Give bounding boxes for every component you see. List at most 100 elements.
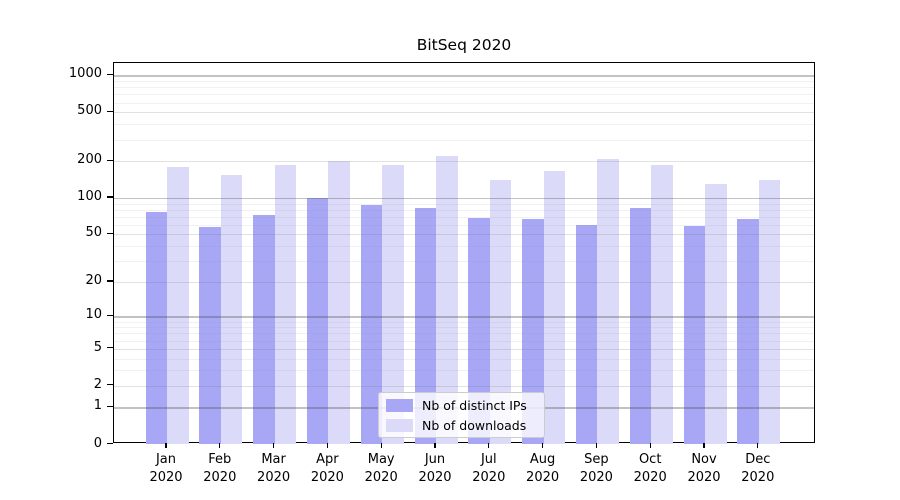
gridline-5	[114, 348, 814, 350]
legend: Nb of distinct IPs Nb of downloads	[378, 392, 545, 438]
x-tick-month: Aug	[529, 452, 556, 467]
x-tick-year: 2020	[149, 469, 183, 485]
y-tick-mark-50	[107, 232, 113, 235]
x-tick-mark-may	[380, 443, 382, 448]
nb-of-downloads-bar-dec	[758, 179, 781, 444]
gridline-600	[114, 102, 814, 104]
nb-of-distinct-ips-bar-jan	[145, 211, 167, 444]
x-tick-label-jun: Jun 2020	[400, 451, 470, 486]
y-tick-mark-0	[107, 442, 113, 445]
nb-of-distinct-ips-bar-feb	[199, 226, 221, 444]
x-tick-label-aug: Aug 2020	[508, 451, 578, 486]
gridline-800	[114, 87, 814, 89]
legend-swatch-nb-of-distinct-ips	[386, 398, 413, 412]
gridline-3	[114, 370, 814, 372]
nb-of-downloads-bar-oct	[651, 165, 673, 444]
nb-of-distinct-ips-bar-nov	[683, 225, 705, 444]
x-tick-year: 2020	[687, 469, 721, 485]
legend-swatch-nb-of-downloads	[386, 418, 413, 432]
y-tick-mark-200	[107, 159, 113, 161]
nb-of-distinct-ips-bar-apr	[306, 197, 329, 444]
gridline-300	[114, 139, 814, 141]
gridline-50	[114, 234, 814, 236]
y-tick-mark-10	[107, 314, 113, 317]
x-tick-label-dec: Dec 2020	[723, 451, 793, 486]
y-tick-label-20: 20	[85, 272, 102, 288]
nb-of-downloads-bar-nov	[705, 184, 727, 444]
x-tick-label-jan: Jan 2020	[131, 451, 201, 486]
x-tick-mark-oct	[649, 443, 651, 448]
nb-of-distinct-ips-bar-may	[360, 204, 383, 444]
y-tick-label-5: 5	[93, 339, 102, 355]
x-tick-mark-nov	[703, 443, 705, 448]
gridline-70	[114, 216, 814, 218]
x-tick-label-apr: Apr 2020	[292, 451, 362, 486]
x-tick-mark-jul	[488, 443, 490, 448]
y-tick-label-1000: 1000	[68, 66, 102, 82]
x-tick-month: Feb	[208, 452, 232, 467]
nb-of-downloads-bar-may	[382, 165, 404, 444]
x-tick-year: 2020	[257, 469, 291, 485]
y-tick-mark-1	[107, 405, 113, 408]
x-tick-mark-dec	[757, 443, 759, 448]
x-tick-mark-jan	[165, 443, 167, 448]
x-tick-label-may: May 2020	[346, 451, 416, 486]
plot-area	[113, 62, 815, 444]
x-tick-label-sep: Sep 2020	[561, 451, 631, 486]
x-tick-label-oct: Oct 2020	[615, 451, 685, 486]
gridline-100	[114, 197, 814, 200]
x-tick-year: 2020	[418, 469, 452, 485]
nb-of-distinct-ips-bar-aug	[522, 219, 544, 444]
y-tick-label-0: 0	[93, 435, 102, 451]
x-tick-year: 2020	[310, 469, 344, 485]
nb-of-downloads-bar-sep	[597, 158, 619, 444]
x-tick-month: Oct	[638, 452, 662, 467]
gridline-30	[114, 261, 814, 263]
chart-title: BitSeq 2020	[416, 36, 512, 54]
nb-of-downloads-bar-feb	[220, 175, 243, 444]
x-tick-mark-aug	[541, 443, 544, 448]
x-tick-mark-jun	[434, 443, 436, 448]
x-tick-year: 2020	[203, 469, 237, 485]
x-tick-month: Jan	[155, 452, 177, 467]
gridline-4	[114, 358, 814, 360]
y-tick-label-100: 100	[77, 188, 102, 204]
x-tick-month: Nov	[691, 452, 717, 467]
legend-entry-nb-of-downloads: Nb of downloads	[386, 418, 537, 433]
nb-of-distinct-ips-bar-sep	[575, 224, 598, 444]
legend-label-nb-of-downloads: Nb of downloads	[422, 417, 527, 433]
y-tick-label-200: 200	[77, 152, 102, 168]
gridline-8	[114, 327, 814, 329]
x-tick-label-feb: Feb 2020	[185, 451, 255, 486]
gridline-1000	[114, 75, 814, 77]
nb-of-distinct-ips-bar-jul	[468, 218, 490, 444]
nb-of-distinct-ips-bar-oct	[629, 208, 652, 444]
gridline-90	[114, 203, 814, 205]
y-tick-label-1: 1	[93, 398, 102, 414]
y-tick-mark-20	[107, 280, 113, 282]
x-tick-month: Apr	[316, 452, 339, 467]
gridline-2	[114, 385, 814, 387]
legend-label-nb-of-distinct-ips: Nb of distinct IPs	[422, 397, 527, 413]
x-tick-month: Sep	[584, 452, 609, 467]
x-tick-year: 2020	[633, 469, 667, 485]
nb-of-distinct-ips-bar-mar	[253, 215, 275, 444]
gridline-80	[114, 209, 814, 211]
x-tick-mark-apr	[326, 443, 329, 448]
x-tick-year: 2020	[364, 469, 398, 485]
gridline-7	[114, 333, 814, 335]
y-tick-mark-500	[107, 110, 113, 113]
gridline-200	[114, 161, 814, 163]
x-tick-label-mar: Mar 2020	[239, 451, 309, 486]
x-tick-year: 2020	[579, 469, 613, 485]
y-tick-label-2: 2	[93, 376, 102, 392]
y-tick-label-50: 50	[85, 225, 102, 241]
x-tick-month: Jun	[424, 452, 446, 467]
nb-of-downloads-bar-mar	[274, 165, 297, 444]
nb-of-distinct-ips-bar-jun	[414, 207, 436, 444]
gridline-900	[114, 81, 814, 83]
gridline-6	[114, 340, 814, 342]
nb-of-downloads-bar-aug	[543, 171, 566, 444]
nb-of-downloads-bar-apr	[328, 160, 350, 444]
